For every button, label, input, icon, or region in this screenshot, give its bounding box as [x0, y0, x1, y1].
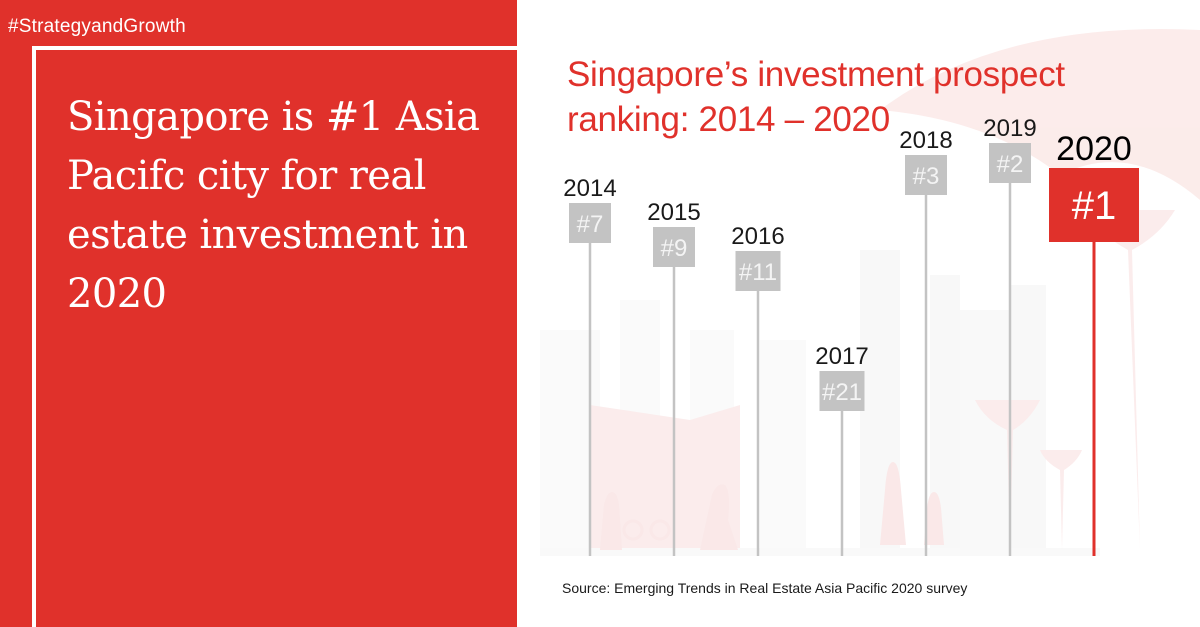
chart-title: Singapore’s investment prospect ranking:… — [567, 55, 1065, 139]
frame-line-top — [32, 46, 517, 50]
rank-box-2015 — [653, 227, 695, 267]
pedestrian-illustration — [880, 462, 906, 545]
skyline-tower — [760, 340, 806, 550]
skyline-tower — [690, 330, 734, 550]
year-label-2018: 2018 — [899, 127, 952, 154]
year-label-2020: 2020 — [1056, 130, 1132, 168]
supertree-illustration — [1040, 450, 1082, 550]
rank-label-2018: #3 — [913, 163, 940, 190]
skyline-tower — [860, 250, 900, 550]
rank-box-2017 — [819, 371, 865, 411]
supertree-illustration — [975, 400, 1040, 550]
year-label-2019: 2019 — [983, 115, 1036, 142]
year-label-2016: 2016 — [731, 223, 784, 250]
pedestrian-illustration — [924, 492, 944, 545]
source-note: Source: Emerging Trends in Real Estate A… — [562, 580, 968, 596]
pedestrian-illustration — [700, 484, 738, 550]
rank-box-2020 — [1049, 168, 1139, 242]
rank-label-2020: #1 — [1072, 184, 1117, 228]
bicycle-wheel-illustration — [622, 519, 644, 541]
year-label-2015: 2015 — [647, 199, 700, 226]
skyline-tower — [1010, 285, 1046, 550]
bicycle-wheel-illustration — [649, 519, 671, 541]
year-label-2014: 2014 — [563, 175, 616, 202]
skyline-tower — [930, 275, 960, 550]
rank-label-2019: #2 — [997, 151, 1024, 178]
rank-label-2016: #11 — [739, 259, 777, 286]
rank-label-2017: #21 — [822, 379, 862, 406]
frame-line-left — [32, 46, 36, 627]
skyline-tower — [960, 310, 1010, 550]
rank-box-2019 — [989, 143, 1031, 183]
background-cityscape — [540, 29, 1200, 556]
hashtag: #StrategyandGrowth — [8, 16, 186, 37]
supertree-canopy-illustration — [880, 29, 1200, 200]
rank-label-2015: #9 — [661, 235, 688, 262]
marina-bay-sands-illustration — [590, 405, 740, 550]
headline: Singapore is #1 Asia Pacifc city for rea… — [67, 94, 480, 317]
year-label-2017: 2017 — [815, 343, 868, 370]
pedestrian-illustration — [600, 492, 622, 550]
rank-label-2014: #7 — [577, 211, 604, 238]
rank-box-2016 — [735, 251, 781, 291]
ground-strip — [540, 548, 1100, 556]
headline-panel: #StrategyandGrowth Singapore is #1 Asia … — [0, 0, 517, 627]
supertree-illustration — [1085, 210, 1175, 550]
rank-box-2014 — [569, 203, 611, 243]
skyline-tower — [620, 300, 660, 550]
rank-box-2018 — [905, 155, 947, 195]
